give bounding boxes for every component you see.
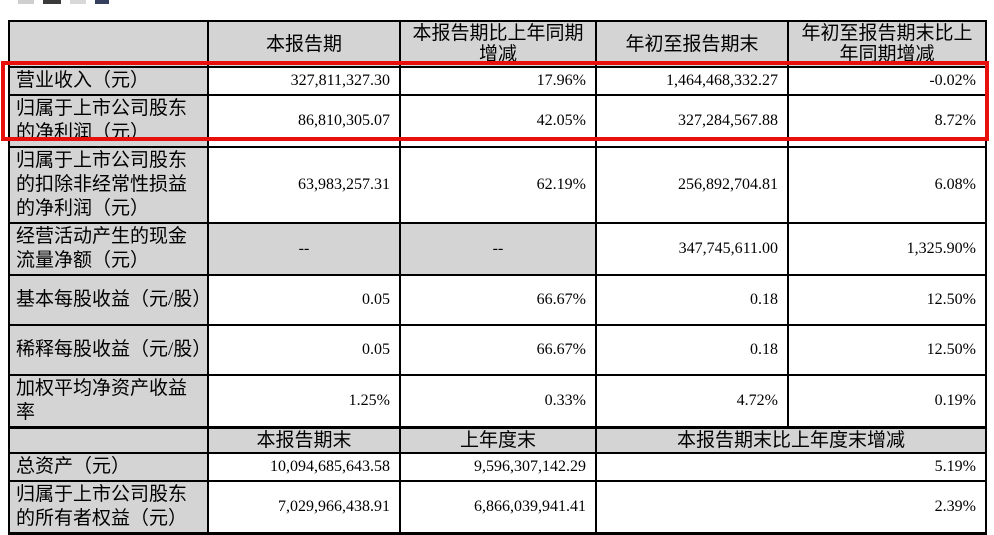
cell-value: 256,892,704.81 bbox=[595, 146, 789, 224]
cell-value: 42.05% bbox=[399, 94, 597, 148]
row-label: 营业收入（元） bbox=[8, 66, 209, 96]
cell-value: 66.67% bbox=[399, 324, 597, 376]
row-label: 归属于上市公司股东的净利润（元） bbox=[8, 94, 209, 148]
cell-value: 5.19% bbox=[595, 452, 987, 482]
header-row-section2: 本报告期末 上年度末 本报告期末比上年度末增减 bbox=[8, 426, 987, 454]
cell-value: 0.18 bbox=[595, 274, 789, 326]
cell-value: 0.05 bbox=[207, 274, 401, 326]
cell-value: 0.18 bbox=[595, 324, 789, 376]
cell-value: 10,094,685,643.58 bbox=[207, 452, 401, 482]
table-row-total-assets: 总资产（元） 10,094,685,643.58 9,596,307,142.2… bbox=[8, 452, 987, 482]
header-current-period: 本报告期 bbox=[207, 20, 401, 68]
cell-value: 1,464,468,332.27 bbox=[595, 66, 789, 96]
cell-value: 62.19% bbox=[399, 146, 597, 224]
cell-value: 0.33% bbox=[399, 374, 597, 429]
cell-value: 6.08% bbox=[787, 146, 987, 224]
table-row-net-profit-excl-nonrecurring: 归属于上市公司股东的扣除非经常性损益的净利润（元） 63,983,257.31 … bbox=[8, 146, 987, 224]
row-label: 经营活动产生的现金流量净额（元） bbox=[8, 222, 209, 276]
header-period-end-change: 本报告期末比上年度末增减 bbox=[595, 426, 987, 454]
key-figures-table: 本报告期 本报告期比上年同期增减 年初至报告期末 年初至报告期末比上年同期增减 … bbox=[8, 20, 987, 535]
cell-value: 347,745,611.00 bbox=[595, 222, 789, 276]
row-label: 加权平均净资产收益率 bbox=[8, 374, 209, 429]
header-period-yoy-change: 本报告期比上年同期增减 bbox=[399, 20, 597, 68]
cell-value: 0.05 bbox=[207, 324, 401, 376]
table-row-basic-eps: 基本每股收益（元/股） 0.05 66.67% 0.18 12.50% bbox=[8, 274, 987, 326]
header-row-section1: 本报告期 本报告期比上年同期增减 年初至报告期末 年初至报告期末比上年同期增减 bbox=[8, 20, 987, 68]
cell-value: 6,866,039,941.41 bbox=[399, 480, 597, 535]
cell-value: 12.50% bbox=[787, 274, 987, 326]
cell-value-na: -- bbox=[207, 222, 401, 276]
cell-value: -0.02% bbox=[787, 66, 987, 96]
row-label: 总资产（元） bbox=[8, 452, 209, 482]
row-label: 基本每股收益（元/股） bbox=[8, 274, 209, 326]
table-row-diluted-eps: 稀释每股收益（元/股） 0.05 66.67% 0.18 12.50% bbox=[8, 324, 987, 376]
cell-value: 2.39% bbox=[595, 480, 987, 535]
table-row-net-profit: 归属于上市公司股东的净利润（元） 86,810,305.07 42.05% 32… bbox=[8, 94, 987, 148]
header-prev-year-end: 上年度末 bbox=[399, 426, 597, 454]
cell-value: 1.25% bbox=[207, 374, 401, 429]
cell-value: 1,325.90% bbox=[787, 222, 987, 276]
cell-value: 9,596,307,142.29 bbox=[399, 452, 597, 482]
cell-value: 0.19% bbox=[787, 374, 987, 429]
cell-value: 17.96% bbox=[399, 66, 597, 96]
cell-value: 8.72% bbox=[787, 94, 987, 148]
row-label: 稀释每股收益（元/股） bbox=[8, 324, 209, 376]
cell-value: 327,811,327.30 bbox=[207, 66, 401, 96]
table-row-operating-cash-flow: 经营活动产生的现金流量净额（元） -- -- 347,745,611.00 1,… bbox=[8, 222, 987, 276]
cell-value: 7,029,966,438.91 bbox=[207, 480, 401, 535]
header-period-end: 本报告期末 bbox=[207, 426, 401, 454]
cell-value: 12.50% bbox=[787, 324, 987, 376]
financial-summary-table: 本报告期 本报告期比上年同期增减 年初至报告期末 年初至报告期末比上年同期增减 … bbox=[8, 20, 987, 535]
header-ytd: 年初至报告期末 bbox=[595, 20, 789, 68]
header-ytd-yoy-change: 年初至报告期末比上年同期增减 bbox=[787, 20, 987, 68]
table-row-operating-revenue: 营业收入（元） 327,811,327.30 17.96% 1,464,468,… bbox=[8, 66, 987, 96]
cell-value: 4.72% bbox=[595, 374, 789, 429]
corner-cell bbox=[8, 20, 209, 68]
cell-value: 327,284,567.88 bbox=[595, 94, 789, 148]
cell-value: 63,983,257.31 bbox=[207, 146, 401, 224]
table-row-equity-attributable: 归属于上市公司股东的所有者权益（元） 7,029,966,438.91 6,86… bbox=[8, 480, 987, 535]
table-row-weighted-avg-roe: 加权平均净资产收益率 1.25% 0.33% 4.72% 0.19% bbox=[8, 374, 987, 429]
cell-value: 86,810,305.07 bbox=[207, 94, 401, 148]
row-label: 归属于上市公司股东的所有者权益（元） bbox=[8, 480, 209, 535]
row-label: 归属于上市公司股东的扣除非经常性损益的净利润（元） bbox=[8, 146, 209, 224]
cropped-heading-fragment bbox=[18, 0, 158, 6]
corner-cell bbox=[8, 426, 209, 454]
cell-value: 66.67% bbox=[399, 274, 597, 326]
cell-value-na: -- bbox=[399, 222, 597, 276]
